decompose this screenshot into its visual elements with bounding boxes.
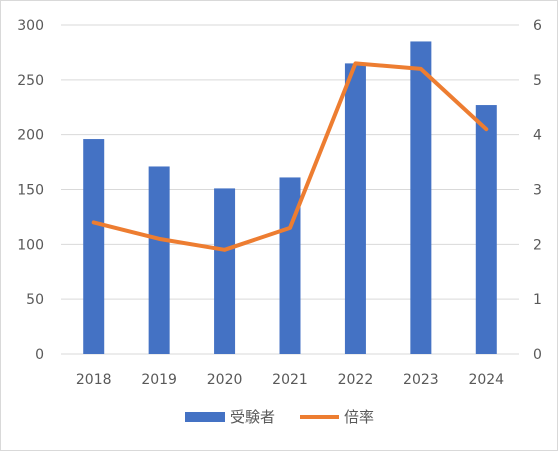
legend-swatch-bar	[185, 412, 225, 422]
right-tick-label: 1	[533, 292, 542, 308]
right-tick-label: 6	[533, 18, 542, 34]
x-axis-tick-labels: 2018 2019 2020 2021 2022 2023 2024	[76, 372, 504, 388]
line-series	[91, 61, 489, 252]
left-tick-label: 150	[17, 183, 44, 199]
bar	[410, 41, 432, 354]
x-tick-label: 2023	[403, 372, 439, 388]
right-tick-label: 3	[533, 183, 542, 199]
x-tick-label: 2019	[141, 372, 177, 388]
right-tick-label: 0	[533, 347, 542, 363]
x-tick-label: 2024	[468, 372, 504, 388]
legend-label-line: 倍率	[344, 408, 374, 426]
x-tick-label: 2020	[207, 372, 243, 388]
bar	[148, 166, 170, 354]
bar	[279, 177, 301, 354]
right-tick-label: 5	[533, 73, 542, 89]
left-tick-label: 100	[17, 237, 44, 253]
legend: 受験者 倍率	[185, 408, 374, 426]
bar	[475, 105, 497, 354]
left-axis-tick-labels: 0 50 100 150 200 250 300	[17, 18, 44, 363]
x-tick-label: 2018	[76, 372, 112, 388]
legend-label-bar: 受験者	[230, 408, 275, 426]
left-tick-label: 200	[17, 128, 44, 144]
left-tick-label: 0	[35, 347, 44, 363]
bar-series	[83, 41, 497, 355]
right-tick-label: 4	[533, 128, 542, 144]
x-tick-label: 2022	[338, 372, 374, 388]
bar	[214, 188, 236, 354]
bar	[83, 139, 105, 354]
x-tick-label: 2021	[272, 372, 308, 388]
left-tick-label: 250	[17, 73, 44, 89]
left-tick-label: 300	[17, 18, 44, 34]
left-tick-label: 50	[26, 292, 44, 308]
bar	[344, 63, 366, 355]
right-tick-label: 2	[533, 237, 542, 253]
right-axis-tick-labels: 0 1 2 3 4 5 6	[533, 18, 542, 363]
